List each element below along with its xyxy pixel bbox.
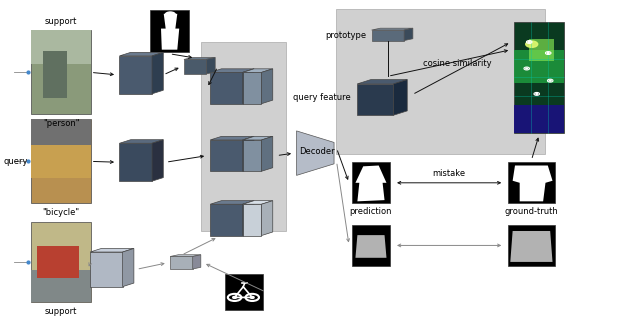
FancyBboxPatch shape [202, 42, 286, 231]
Text: mistake: mistake [433, 169, 466, 178]
FancyBboxPatch shape [31, 221, 91, 302]
Polygon shape [243, 204, 262, 236]
Polygon shape [161, 14, 179, 50]
Polygon shape [262, 136, 273, 171]
Polygon shape [357, 84, 394, 115]
FancyBboxPatch shape [37, 246, 79, 278]
FancyBboxPatch shape [529, 39, 554, 61]
Polygon shape [120, 143, 152, 181]
FancyBboxPatch shape [31, 119, 91, 204]
Polygon shape [262, 69, 273, 104]
Polygon shape [170, 255, 201, 257]
FancyBboxPatch shape [351, 162, 390, 204]
Circle shape [233, 297, 236, 299]
FancyBboxPatch shape [31, 119, 91, 145]
Polygon shape [152, 52, 163, 94]
Polygon shape [243, 136, 273, 140]
FancyBboxPatch shape [508, 162, 555, 204]
Polygon shape [90, 252, 123, 287]
FancyBboxPatch shape [508, 225, 555, 266]
Polygon shape [372, 30, 404, 41]
Polygon shape [355, 166, 387, 201]
Polygon shape [262, 201, 273, 236]
Polygon shape [296, 131, 334, 175]
Polygon shape [207, 58, 215, 74]
Polygon shape [210, 201, 254, 204]
Polygon shape [120, 56, 152, 94]
Circle shape [165, 12, 175, 17]
FancyBboxPatch shape [514, 105, 564, 132]
FancyBboxPatch shape [336, 9, 545, 154]
Text: Decoder: Decoder [299, 147, 334, 156]
Circle shape [526, 68, 527, 69]
Text: support: support [45, 18, 77, 26]
Circle shape [549, 80, 551, 81]
Polygon shape [243, 201, 254, 236]
Polygon shape [243, 69, 273, 72]
Polygon shape [372, 28, 413, 30]
FancyBboxPatch shape [514, 22, 564, 132]
Polygon shape [404, 28, 413, 41]
Polygon shape [90, 249, 134, 252]
FancyBboxPatch shape [31, 145, 91, 178]
Text: cosine similarity: cosine similarity [423, 59, 492, 68]
Polygon shape [210, 72, 243, 104]
Circle shape [547, 53, 549, 54]
Polygon shape [243, 201, 273, 204]
Circle shape [536, 93, 538, 94]
Text: query feature: query feature [293, 93, 351, 102]
Polygon shape [394, 79, 407, 115]
FancyBboxPatch shape [150, 10, 189, 52]
Circle shape [250, 297, 254, 299]
Polygon shape [243, 72, 262, 104]
FancyBboxPatch shape [514, 50, 564, 83]
Circle shape [525, 41, 538, 47]
Polygon shape [210, 69, 254, 72]
Polygon shape [357, 79, 407, 84]
Polygon shape [184, 59, 207, 74]
Text: ground-truth: ground-truth [504, 207, 558, 216]
Text: support: support [45, 307, 77, 316]
Polygon shape [193, 255, 201, 269]
FancyBboxPatch shape [225, 274, 263, 310]
Text: query: query [4, 157, 28, 166]
Polygon shape [170, 257, 193, 269]
Polygon shape [210, 136, 254, 140]
Polygon shape [243, 69, 254, 104]
Polygon shape [120, 52, 163, 56]
FancyBboxPatch shape [43, 51, 67, 98]
Polygon shape [152, 140, 163, 181]
Text: "bicycle": "bicycle" [42, 208, 79, 217]
FancyBboxPatch shape [351, 225, 390, 266]
Polygon shape [513, 166, 552, 201]
Polygon shape [355, 235, 387, 258]
Circle shape [528, 41, 530, 42]
Polygon shape [184, 58, 215, 59]
Polygon shape [243, 136, 254, 171]
Polygon shape [123, 249, 134, 287]
Polygon shape [210, 140, 243, 171]
Polygon shape [120, 140, 163, 143]
Polygon shape [210, 204, 243, 236]
Text: "person": "person" [43, 119, 79, 128]
FancyBboxPatch shape [31, 30, 91, 115]
FancyBboxPatch shape [31, 30, 91, 64]
Text: prototype: prototype [326, 31, 367, 40]
FancyBboxPatch shape [31, 270, 91, 302]
Text: prediction: prediction [349, 207, 392, 216]
Polygon shape [243, 140, 262, 171]
Polygon shape [510, 231, 552, 262]
